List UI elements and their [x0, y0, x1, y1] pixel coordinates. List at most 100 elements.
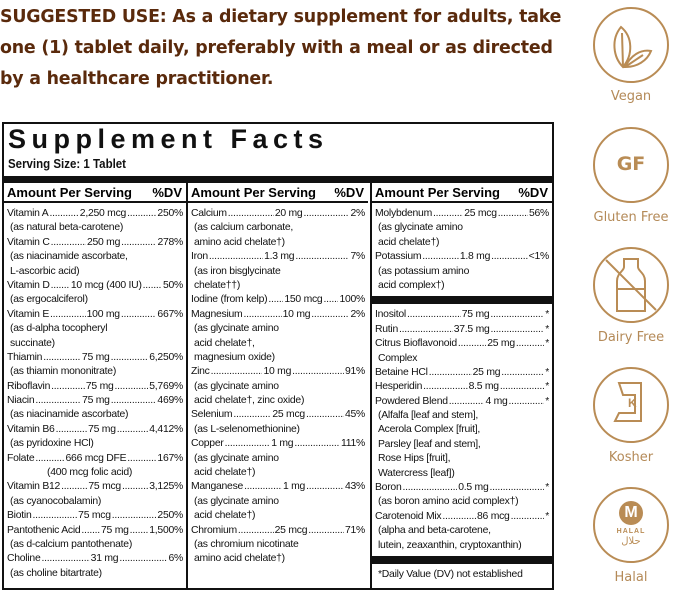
section-divider	[372, 296, 552, 305]
nutrient-name: Zinc	[191, 366, 210, 378]
nutrient-dv: 91%	[344, 366, 366, 378]
dot-leader	[209, 250, 263, 264]
halal-label: Halal	[614, 570, 648, 585]
dv-header: %DV	[152, 185, 182, 200]
dot-leader	[35, 394, 81, 408]
nutrient-amount: 2,250 mcg	[79, 208, 127, 219]
nutrient-name: Riboflavin	[7, 380, 51, 392]
nutrient-dv: 5,769%	[149, 380, 183, 392]
dairy-free-label: Dairy Free	[597, 330, 665, 345]
nutrient-amount: 1 mg	[271, 438, 294, 450]
nutrient-source: acid chelate†)	[194, 510, 256, 522]
nutrient-dv: *	[545, 381, 550, 393]
nutrient-amount: 25 mg	[472, 366, 501, 378]
leaf-icon	[613, 25, 653, 69]
nutrient-row: Riboflavin 75 mg 5,769%	[7, 380, 183, 394]
dot-leader	[489, 481, 544, 495]
nutrient-row: Vitamin A 2,250 mcg 250%	[7, 207, 183, 221]
gluten-free-label: Gluten Free	[593, 210, 669, 225]
dot-leader	[399, 323, 453, 337]
column-header: Amount Per Serving %DV	[188, 183, 368, 203]
nutrient-source: (as d-alpha tocopheryl	[10, 323, 108, 335]
nutrient-row: Molybdenum 25 mcg 56%	[375, 207, 549, 221]
dot-leader	[292, 365, 344, 379]
dot-leader	[49, 207, 78, 221]
nutrient-amount: 25 mcg	[272, 409, 305, 421]
dot-leader	[433, 207, 463, 221]
dot-leader	[121, 236, 156, 250]
dot-leader	[308, 524, 344, 538]
nutrient-row: Vitamin B6 75 mg 4,412%	[7, 423, 183, 437]
nutrient-dv: 4,412%	[149, 423, 184, 435]
nutrient-source: L-ascorbic acid)	[10, 265, 80, 277]
dot-leader	[35, 452, 64, 466]
nutrient-amount: 86 mcg	[477, 510, 510, 522]
dot-leader	[56, 423, 88, 437]
nutrient-amount: 1.8 mg	[459, 251, 491, 263]
nutrient-amount: 20 mg	[274, 208, 303, 219]
nutrient-row: Powdered Blend 4 mg *	[375, 395, 549, 409]
milk-bottle-crossed-icon	[605, 258, 657, 312]
dot-leader	[121, 308, 157, 322]
nutrient-amount: 8.5 mg	[468, 381, 500, 393]
nutrient-row: Iodine (from kelp) 150 mcg 100%	[191, 293, 365, 307]
nutrient-row: Chromium 25 mcg 71%	[191, 524, 365, 538]
nutrient-dv: 71%	[344, 524, 366, 536]
dot-leader	[51, 380, 85, 394]
nutrient-amount: 1.3 mg	[264, 251, 295, 263]
nutrient-amount: 75 mg	[88, 423, 116, 435]
suggested-use-text: As a dietary supplement for adults, take…	[0, 7, 562, 89]
nutrient-source: Parsley [leaf and stem],	[378, 438, 481, 450]
nutrient-amount: 100 mg	[86, 308, 120, 320]
dot-leader	[130, 524, 149, 538]
halal-badge: M HALAL حلال	[593, 487, 669, 563]
nutrient-amount: 75 mcg	[88, 481, 121, 493]
nutrient-dv: 250%	[157, 510, 183, 522]
nutrient-list: Vitamin A 2,250 mcg 250% (as natural beta-c…	[4, 203, 186, 581]
dot-leader	[295, 250, 349, 264]
nutrient-dv: *	[545, 395, 550, 407]
dot-leader	[211, 365, 263, 379]
nutrient-name: Hesperidin	[375, 381, 423, 393]
column-header: Amount Per Serving %DV	[372, 183, 552, 203]
nutrient-source: (as calcium carbonate,	[194, 222, 294, 234]
nutrient-amount: 25 mcg	[274, 524, 308, 536]
nutrient-dv: *	[545, 510, 550, 522]
dot-leader	[127, 207, 156, 221]
nutrient-row: Copper 1 mg 111%	[191, 437, 365, 451]
nutrient-row: Rutin 37.5 mg *	[375, 323, 549, 337]
nutrient-dv: 45%	[344, 409, 366, 421]
nutrient-name: Citrus Bioflavonoid	[375, 338, 457, 350]
section-divider	[372, 555, 552, 564]
dot-leader	[323, 293, 338, 307]
suggested-use: SUGGESTED USE: As a dietary supplement f…	[0, 2, 580, 95]
dot-leader	[422, 250, 459, 264]
panel-title: Supplement Facts	[8, 124, 329, 154]
nutrient-name: Molybdenum	[375, 208, 432, 219]
dot-leader	[115, 380, 149, 394]
halal-m-icon: M	[619, 501, 643, 525]
nutrient-source: (alpha and beta-carotene,	[378, 525, 491, 537]
nutrient-amount: 25 mcg	[464, 208, 497, 219]
nutrient-row: Inositol 75 mg *	[375, 308, 549, 322]
nutrient-row: Boron 0.5 mg *	[375, 481, 549, 495]
nutrient-row: Betaine HCl 25 mg *	[375, 366, 549, 380]
nutrient-source: acid chelate†, zinc oxide)	[194, 395, 305, 407]
dot-leader	[423, 380, 467, 394]
nutrient-amount: 1 mg	[282, 481, 306, 493]
nutrient-dv: *	[545, 366, 550, 378]
dot-leader	[225, 437, 271, 451]
dot-leader	[449, 395, 485, 409]
nutrient-row: Vitamin E 100 mg 667%	[7, 308, 183, 322]
nutrient-amount: 10 mg	[263, 366, 292, 378]
serving-size: Serving Size: 1 Tablet	[8, 157, 127, 171]
nutrient-dv: 167%	[157, 452, 183, 464]
nutrient-amount: 25 mg	[487, 338, 515, 350]
nutrient-row: Hesperidin 8.5 mg *	[375, 380, 549, 394]
dot-leader	[112, 509, 157, 523]
dot-leader	[407, 308, 461, 322]
nutrient-name: Potassium	[375, 251, 422, 263]
dot-leader	[306, 408, 344, 422]
nutrient-name: Vitamin B6	[7, 423, 55, 435]
dot-leader	[511, 510, 545, 524]
